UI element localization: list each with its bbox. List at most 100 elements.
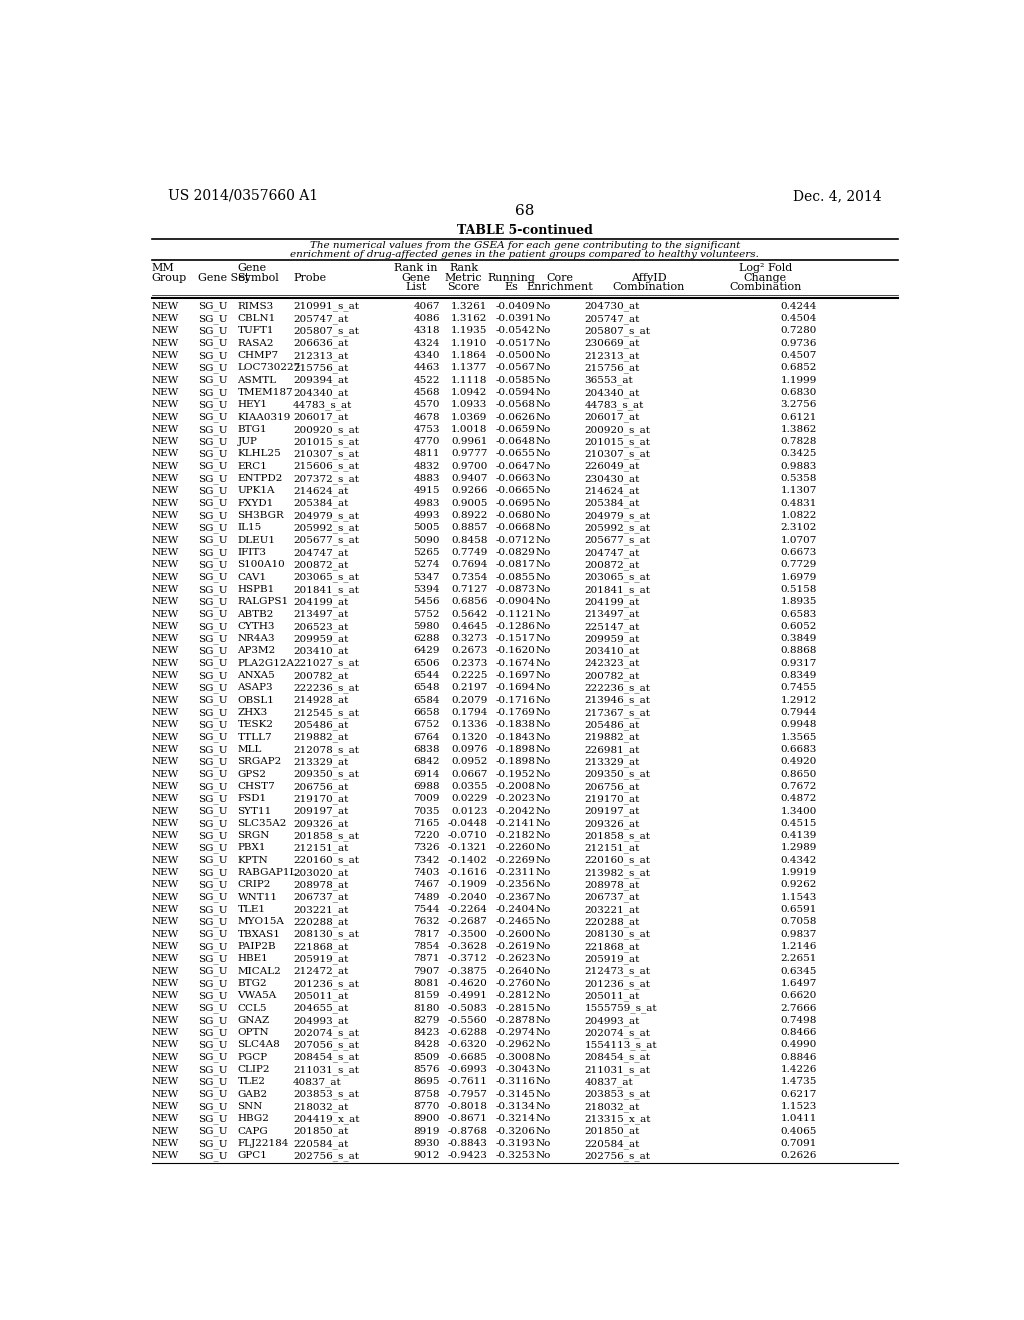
Text: NEW: NEW xyxy=(152,400,179,409)
Text: 210307_s_at: 210307_s_at xyxy=(293,450,359,459)
Text: 0.6591: 0.6591 xyxy=(780,906,817,913)
Text: -0.8768: -0.8768 xyxy=(447,1127,487,1135)
Text: NEW: NEW xyxy=(152,954,179,964)
Text: 0.7127: 0.7127 xyxy=(452,585,487,594)
Text: 0.8857: 0.8857 xyxy=(452,523,487,532)
Text: NEW: NEW xyxy=(152,523,179,532)
Text: NEW: NEW xyxy=(152,744,179,754)
Text: 200782_at: 200782_at xyxy=(585,671,640,681)
Text: -0.2008: -0.2008 xyxy=(496,781,536,791)
Text: No: No xyxy=(536,917,551,927)
Text: 6584: 6584 xyxy=(414,696,440,705)
Text: No: No xyxy=(536,610,551,619)
Text: SG_U: SG_U xyxy=(198,1016,227,1026)
Text: 4463: 4463 xyxy=(414,363,440,372)
Text: NEW: NEW xyxy=(152,363,179,372)
Text: 205486_at: 205486_at xyxy=(585,721,640,730)
Text: SNN: SNN xyxy=(238,1102,263,1111)
Text: 7220: 7220 xyxy=(414,832,440,840)
Text: Rank: Rank xyxy=(450,263,478,273)
Text: -0.0663: -0.0663 xyxy=(496,474,536,483)
Text: SG_U: SG_U xyxy=(198,954,227,964)
Text: 215756_at: 215756_at xyxy=(293,363,348,374)
Text: -0.2182: -0.2182 xyxy=(496,832,536,840)
Text: 8695: 8695 xyxy=(414,1077,440,1086)
Text: 208130_s_at: 208130_s_at xyxy=(585,929,650,940)
Text: NEW: NEW xyxy=(152,1139,179,1148)
Text: 4678: 4678 xyxy=(414,413,440,421)
Text: 1.0369: 1.0369 xyxy=(452,413,487,421)
Text: 1555759_s_at: 1555759_s_at xyxy=(585,1003,657,1014)
Text: 203065_s_at: 203065_s_at xyxy=(585,573,650,582)
Text: No: No xyxy=(536,548,551,557)
Text: No: No xyxy=(536,869,551,876)
Text: SG_U: SG_U xyxy=(198,758,227,767)
Text: -0.3206: -0.3206 xyxy=(496,1127,536,1135)
Text: 1.0018: 1.0018 xyxy=(452,425,487,434)
Text: SG_U: SG_U xyxy=(198,1114,227,1125)
Text: 215606_s_at: 215606_s_at xyxy=(293,462,359,471)
Text: -0.0542: -0.0542 xyxy=(496,326,536,335)
Text: SG_U: SG_U xyxy=(198,781,227,792)
Text: No: No xyxy=(536,314,551,323)
Text: CHMP7: CHMP7 xyxy=(238,351,279,360)
Text: MLL: MLL xyxy=(238,744,262,754)
Text: No: No xyxy=(536,892,551,902)
Text: 7467: 7467 xyxy=(414,880,440,890)
Text: 209959_at: 209959_at xyxy=(585,634,640,644)
Text: NEW: NEW xyxy=(152,376,179,384)
Text: NEW: NEW xyxy=(152,437,179,446)
Text: 207372_s_at: 207372_s_at xyxy=(293,474,359,484)
Text: SG_U: SG_U xyxy=(198,486,227,496)
Text: 0.2673: 0.2673 xyxy=(452,647,487,656)
Text: -0.0659: -0.0659 xyxy=(496,425,536,434)
Text: NEW: NEW xyxy=(152,1053,179,1061)
Text: 202074_s_at: 202074_s_at xyxy=(585,1028,650,1038)
Text: -0.3116: -0.3116 xyxy=(496,1077,536,1086)
Text: -0.2812: -0.2812 xyxy=(496,991,536,1001)
Text: -0.2269: -0.2269 xyxy=(496,855,536,865)
Text: -0.0517: -0.0517 xyxy=(496,339,536,347)
Text: 0.3425: 0.3425 xyxy=(780,450,817,458)
Text: HSPB1: HSPB1 xyxy=(238,585,274,594)
Text: 0.8846: 0.8846 xyxy=(780,1053,817,1061)
Text: -0.0585: -0.0585 xyxy=(496,376,536,384)
Text: No: No xyxy=(536,991,551,1001)
Text: FSD1: FSD1 xyxy=(238,795,266,804)
Text: 7632: 7632 xyxy=(414,917,440,927)
Text: No: No xyxy=(536,795,551,804)
Text: No: No xyxy=(536,339,551,347)
Text: No: No xyxy=(536,979,551,987)
Text: 0.4831: 0.4831 xyxy=(780,499,817,508)
Text: NEW: NEW xyxy=(152,634,179,643)
Text: FLJ22184: FLJ22184 xyxy=(238,1139,289,1148)
Text: CAPG: CAPG xyxy=(238,1127,268,1135)
Text: OBSL1: OBSL1 xyxy=(238,696,274,705)
Text: -0.3214: -0.3214 xyxy=(496,1114,536,1123)
Text: No: No xyxy=(536,302,551,310)
Text: No: No xyxy=(536,1127,551,1135)
Text: 208130_s_at: 208130_s_at xyxy=(293,929,359,940)
Text: SG_U: SG_U xyxy=(198,917,227,927)
Text: NEW: NEW xyxy=(152,671,179,680)
Text: 7907: 7907 xyxy=(414,966,440,975)
Text: NEW: NEW xyxy=(152,917,179,927)
Text: SG_U: SG_U xyxy=(198,585,227,594)
Text: No: No xyxy=(536,462,551,471)
Text: MYO15A: MYO15A xyxy=(238,917,285,927)
Text: 222236_s_at: 222236_s_at xyxy=(293,684,359,693)
Text: 0.6683: 0.6683 xyxy=(780,744,817,754)
Text: -0.3008: -0.3008 xyxy=(496,1053,536,1061)
Text: 0.8868: 0.8868 xyxy=(780,647,817,656)
Text: -0.0817: -0.0817 xyxy=(496,560,536,569)
Text: 205384_at: 205384_at xyxy=(293,499,348,508)
Text: No: No xyxy=(536,880,551,890)
Text: 4086: 4086 xyxy=(414,314,440,323)
Text: -0.1952: -0.1952 xyxy=(496,770,536,779)
Text: 1.1910: 1.1910 xyxy=(452,339,487,347)
Text: 201850_at: 201850_at xyxy=(293,1127,348,1137)
Text: 1.6979: 1.6979 xyxy=(780,573,817,582)
Text: 220160_s_at: 220160_s_at xyxy=(585,855,650,866)
Text: 220288_at: 220288_at xyxy=(293,917,348,927)
Text: 213497_at: 213497_at xyxy=(585,610,640,619)
